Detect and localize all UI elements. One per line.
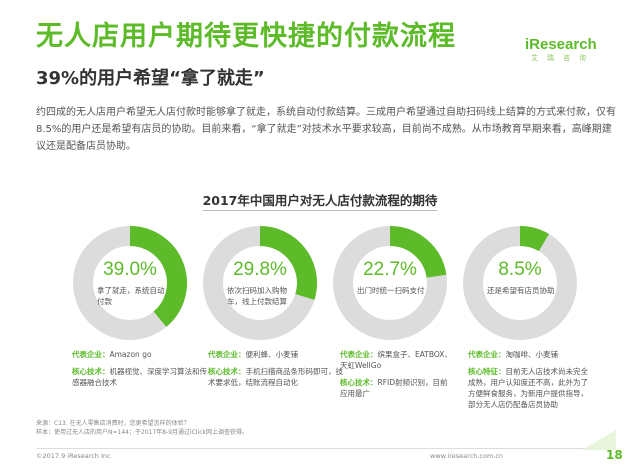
donut-4-value: 8.5% bbox=[498, 259, 542, 280]
rep-companies-3: 代表企业：缤果盒子、EATBOX、天虹WellGo bbox=[340, 349, 452, 371]
donut-1-desc: 拿了就走，系统自动付款 bbox=[97, 286, 165, 306]
rep-value-2: 便利蜂、小麦铺 bbox=[245, 350, 299, 359]
iresearch-logo: iResearch 艾瑞咨询 bbox=[525, 36, 615, 63]
core-tech-3: 核心技术：RFID射频识别，目前应用最广 bbox=[340, 377, 452, 399]
tech-value-1: 机器视觉、深度学习算法和传感器融合技术 bbox=[72, 367, 207, 387]
donut-1-arc bbox=[129, 226, 187, 327]
tech-value-2: 手机扫描商品条形码即可，技术要求低，结账流程自动化 bbox=[208, 367, 343, 387]
rep-key-3: 代表企业： bbox=[340, 350, 378, 359]
tech-key-4: 核心特征： bbox=[468, 367, 506, 376]
donut-3-arc bbox=[389, 226, 447, 279]
rep-key-4: 代表企业： bbox=[468, 350, 506, 359]
rep-key-1: 代表企业： bbox=[72, 350, 110, 359]
chart-title: 2017年中国用户对无人店付款流程的期待 bbox=[202, 193, 438, 208]
donut-2-value: 29.8% bbox=[233, 259, 287, 280]
rep-companies-2: 代表企业：便利蜂、小麦铺 bbox=[208, 349, 348, 360]
info-block-1: 代表企业：Amazon go 核心技术：机器视觉、深度学习算法和传感器融合技术 bbox=[72, 349, 212, 394]
footnote-sample: 样本：使用过无人店的用户N=144；于2017年8-9月通过iClick网上调查… bbox=[36, 428, 249, 436]
brand-name: iResearch bbox=[525, 36, 597, 53]
donut-2: 29.8% 依次扫码加入购物车，线上付款结算 bbox=[202, 225, 318, 341]
footer-divider bbox=[36, 448, 614, 449]
page-subtitle: 39%的用户希望“拿了就走” bbox=[36, 68, 265, 89]
tech-value-4: 目前无人店技术尚未完全成熟，用户认知度还不高，此外为了方便鲜食服务，为新用户提供… bbox=[468, 367, 588, 409]
core-tech-2: 核心技术：手机扫描商品条形码即可，技术要求低，结账流程自动化 bbox=[208, 366, 348, 388]
tech-key-1: 核心技术： bbox=[72, 367, 110, 376]
rep-value-3: 缤果盒子、EATBOX、天虹WellGo bbox=[340, 350, 452, 370]
footnote-source: 来源：C13. 在无人零售店消费时，您更希望怎样的体验？ bbox=[36, 420, 190, 427]
donut-1: 39.0% 拿了就走，系统自动付款 bbox=[72, 225, 188, 341]
donut-4-svg bbox=[463, 226, 577, 340]
rep-value-1: Amazon go bbox=[109, 350, 152, 359]
donut-3-value: 22.7% bbox=[363, 259, 417, 280]
core-feature-4: 核心特征：目前无人店技术尚未完全成熟，用户认知度还不高，此外为了方便鲜食服务，为… bbox=[468, 366, 588, 410]
brand-subtitle: 艾瑞咨询 bbox=[531, 54, 595, 62]
info-block-2: 代表企业：便利蜂、小麦铺 核心技术：手机扫描商品条形码即可，技术要求低，结账流程… bbox=[208, 349, 348, 394]
donut-4: 8.5% 还是希望有店员协助 bbox=[462, 225, 578, 341]
rep-key-2: 代表企业： bbox=[208, 350, 246, 359]
donut-1-svg bbox=[73, 226, 187, 340]
website-link: www.iresearch.com.cn bbox=[430, 452, 504, 460]
core-tech-1: 核心技术：机器视觉、深度学习算法和传感器融合技术 bbox=[72, 366, 212, 388]
donut-3-desc: 出门时统一扫码支付 bbox=[357, 286, 425, 295]
page-title: 无人店用户期待更快捷的付款流程 bbox=[36, 21, 456, 52]
copyright: ©2017.9 iResearch Inc bbox=[36, 452, 111, 460]
donut-3: 22.7% 出门时统一扫码支付 bbox=[332, 225, 448, 341]
tech-key-3: 核心技术： bbox=[340, 378, 378, 387]
title-divider bbox=[203, 210, 437, 211]
rep-companies-4: 代表企业：淘咖啡、小麦铺 bbox=[468, 349, 588, 360]
page-corner-triangle-icon bbox=[582, 430, 616, 450]
donut-4-desc: 还是希望有店员协助 bbox=[487, 286, 555, 295]
donut-4-arc bbox=[519, 226, 550, 252]
donut-2-svg bbox=[203, 226, 317, 340]
donut-4-track bbox=[463, 226, 577, 340]
source-footnote: 来源：C13. 在无人零售店消费时，您更希望怎样的体验？ 样本：使用过无人店的用… bbox=[36, 420, 436, 437]
donut-3-svg bbox=[333, 226, 447, 340]
page-number: 18 bbox=[606, 448, 623, 462]
intro-paragraph: 约四成的无人店用户希望无人店付款时能够拿了就走，系统自动付款结算。三成用户希望通… bbox=[36, 107, 616, 152]
tech-value-3: RFID射频识别，目前应用最广 bbox=[340, 378, 448, 398]
rep-companies-1: 代表企业：Amazon go bbox=[72, 349, 212, 360]
info-block-4: 代表企业：淘咖啡、小麦铺 核心特征：目前无人店技术尚未完全成熟，用户认知度还不高… bbox=[468, 349, 588, 416]
tech-key-2: 核心技术： bbox=[208, 367, 246, 376]
rep-value-4: 淘咖啡、小麦铺 bbox=[505, 350, 559, 359]
donut-2-arc bbox=[259, 226, 317, 300]
info-block-3: 代表企业：缤果盒子、EATBOX、天虹WellGo 核心技术：RFID射频识别，… bbox=[340, 349, 452, 405]
donut-2-desc: 依次扫码加入购物车，线上付款结算 bbox=[227, 286, 287, 306]
donut-1-value: 39.0% bbox=[103, 259, 157, 280]
